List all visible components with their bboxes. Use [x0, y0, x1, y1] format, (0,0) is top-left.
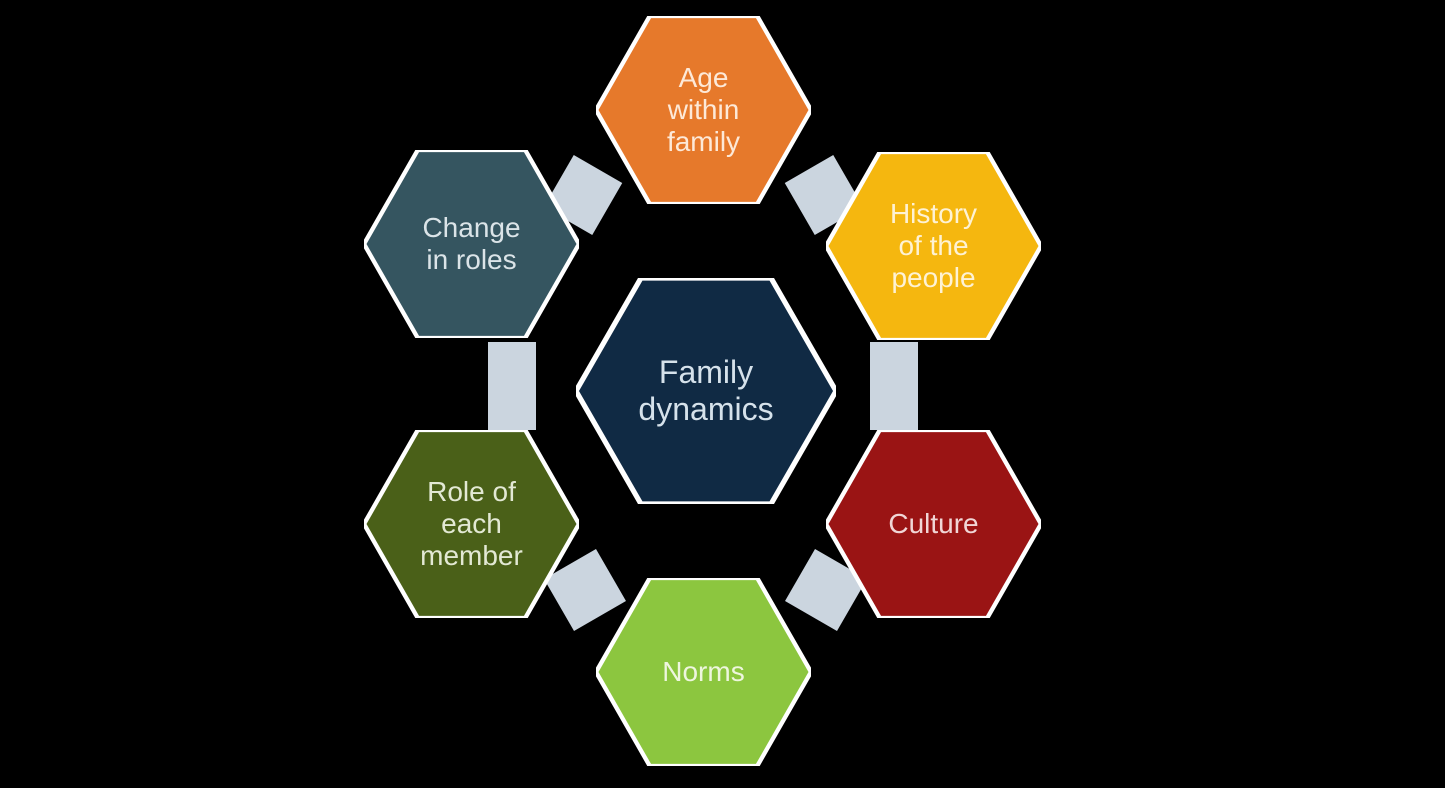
hex-center-label: Family dynamics — [626, 354, 785, 428]
hex-age-label: Age within family — [655, 62, 752, 159]
hex-change-label: Change in roles — [410, 212, 532, 276]
hex-role-of-each: Role of each member — [364, 430, 579, 618]
hex-norms: Norms — [596, 578, 811, 766]
hex-age: Age within family — [596, 16, 811, 204]
hex-change-in-roles: Change in roles — [364, 150, 579, 338]
hex-history: History of the people — [826, 152, 1041, 340]
hex-culture-label: Culture — [876, 508, 990, 540]
connector — [488, 342, 536, 430]
diagram-stage: Family dynamics Age within family Histor… — [0, 0, 1445, 788]
hex-role-label: Role of each member — [408, 476, 535, 573]
hex-center: Family dynamics — [576, 278, 836, 504]
connector — [870, 342, 918, 430]
hex-history-label: History of the people — [878, 198, 989, 295]
hex-culture: Culture — [826, 430, 1041, 618]
hex-norms-label: Norms — [650, 656, 756, 688]
